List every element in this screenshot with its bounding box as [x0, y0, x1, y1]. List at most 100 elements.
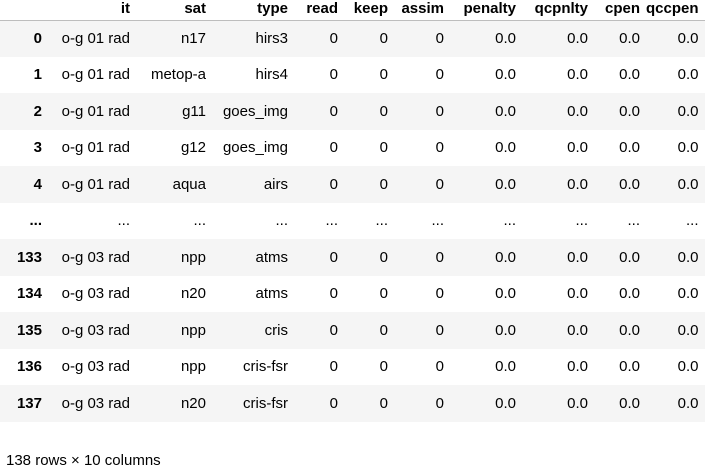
- table-cell: 0.0: [567, 358, 588, 376]
- table-cell: o-g 03 rad: [61, 394, 130, 412]
- table-cell: n20: [180, 394, 206, 412]
- column-header: type: [212, 0, 294, 21]
- table-cell: o-g 01 rad: [61, 175, 130, 193]
- table-cell: o-g 01 rad: [61, 30, 130, 47]
- table-row: 0 o-g 01 rad n17 hirs3 0 0 0 0.0 0.0 0.0 0.0: [0, 20, 705, 57]
- table-cell: 0: [329, 394, 338, 412]
- table-row: 3 o-g 01 rad g12 goes_img 0 0 0 0.0 0.0 0.0 0.0: [0, 130, 705, 167]
- table-cell: 0.0: [567, 102, 588, 120]
- table-row: 134 o-g 03 rad n20 atms 0 0 0 0.0 0.0 0.0 0.0: [0, 276, 705, 313]
- table-cell: 0.0: [677, 30, 699, 47]
- table-row: 4 o-g 01 rad aqua airs 0 0 0 0.0 0.0 0.0 0.0: [0, 166, 705, 203]
- table-cell: 0.0: [619, 394, 640, 412]
- table-cell: 0.0: [619, 175, 640, 193]
- dataframe-table: it sat type read keep assim penalty qcpn…: [0, 0, 705, 422]
- table-cell: 0: [379, 139, 388, 157]
- table-row: 133 o-g 03 rad npp atms 0 0 0 0.0 0.0 0.0 0.0: [0, 239, 705, 276]
- table-cell: 0.0: [567, 30, 588, 47]
- table-cell: 0.0: [567, 66, 588, 84]
- table-cell: 0.0: [567, 248, 588, 266]
- table-cell: o-g 01 rad: [61, 102, 130, 120]
- row-index: 134: [16, 285, 42, 303]
- table-cell: 0.0: [619, 139, 640, 157]
- table-cell: ...: [503, 212, 516, 230]
- table-cell: cris-fsr: [243, 394, 288, 412]
- table-row: 2 o-g 01 rad g11 goes_img 0 0 0 0.0 0.0 0.0 0.0: [0, 93, 705, 130]
- table-cell: ...: [375, 212, 388, 230]
- table-cell: 0: [329, 248, 338, 266]
- table-cell: 0: [329, 30, 338, 47]
- table-cell: 0.0: [619, 248, 640, 266]
- column-header: sat: [136, 0, 212, 21]
- row-index: 2: [33, 102, 42, 120]
- column-header: cpen: [594, 0, 646, 21]
- table-cell: 0.0: [619, 102, 640, 120]
- table-cell: 0.0: [619, 321, 640, 339]
- index-header: [0, 0, 48, 21]
- table-cell: 0: [435, 358, 444, 376]
- table-cell: ...: [627, 212, 640, 230]
- table-cell: 0: [435, 394, 444, 412]
- table-cell: 0.0: [495, 321, 516, 339]
- table-cell: 0.0: [677, 321, 699, 339]
- table-cell: 0: [329, 321, 338, 339]
- table-cell: 0: [379, 394, 388, 412]
- table-cell: goes_img: [222, 139, 288, 157]
- table-shape-summary: 138 rows × 10 columns: [6, 452, 161, 469]
- table-cell: airs: [263, 175, 288, 193]
- table-cell: 0.0: [677, 139, 699, 157]
- table-row: 135 o-g 03 rad npp cris 0 0 0 0.0 0.0 0.0 0.0: [0, 312, 705, 349]
- table-cell: 0: [329, 358, 338, 376]
- table-cell: g12: [180, 139, 206, 157]
- table-cell: 0: [379, 175, 388, 193]
- row-index: ...: [29, 212, 42, 230]
- table-cell: 0: [435, 285, 444, 303]
- table-cell: 0.0: [567, 285, 588, 303]
- row-index: 133: [16, 248, 42, 266]
- table-cell: 0: [329, 285, 338, 303]
- row-index: 0: [33, 30, 42, 47]
- table-cell: ...: [575, 212, 588, 230]
- table-cell: 0: [379, 248, 388, 266]
- table-cell: 0.0: [619, 66, 640, 84]
- table-cell: 0.0: [495, 358, 516, 376]
- column-header: read: [294, 0, 344, 21]
- row-index: 137: [16, 394, 42, 412]
- table-cell: 0: [329, 102, 338, 120]
- table-cell: 0.0: [567, 394, 588, 412]
- table-cell: ...: [193, 212, 206, 230]
- table-cell: 0.0: [495, 102, 516, 120]
- row-index: 136: [16, 358, 42, 376]
- table-row: 136 o-g 03 rad npp cris-fsr 0 0 0 0.0 0.0 0.0 0.0: [0, 349, 705, 386]
- table-cell: 0: [329, 175, 338, 193]
- table-cell: cris-fsr: [243, 358, 288, 376]
- table-cell: ...: [117, 212, 130, 230]
- table-row: .................................: [0, 203, 705, 240]
- table-cell: 0: [379, 66, 388, 84]
- row-index: 135: [16, 321, 42, 339]
- table-cell: 0.0: [677, 394, 699, 412]
- table-row: 137 o-g 03 rad n20 cris-fsr 0 0 0 0.0 0.0 0.0 0.0: [0, 385, 705, 422]
- table-cell: o-g 03 rad: [61, 285, 130, 303]
- table-cell: cris: [264, 321, 288, 339]
- table-cell: 0.0: [677, 175, 699, 193]
- table-cell: ...: [431, 212, 444, 230]
- table-cell: npp: [180, 358, 206, 376]
- table-cell: npp: [180, 321, 206, 339]
- table-cell: o-g 03 rad: [61, 248, 130, 266]
- table-cell: 0.0: [495, 139, 516, 157]
- table-cell: 0: [435, 321, 444, 339]
- table-cell: 0: [379, 285, 388, 303]
- table-cell: 0: [379, 102, 388, 120]
- table-cell: 0: [379, 321, 388, 339]
- table-cell: 0.0: [677, 248, 699, 266]
- table-cell: 0: [329, 66, 338, 84]
- table-cell: 0: [329, 139, 338, 157]
- table-cell: 0.0: [677, 358, 699, 376]
- table-cell: 0: [379, 30, 388, 47]
- column-header: keep: [344, 0, 394, 21]
- table-row: 1 o-g 01 rad metop-a hirs4 0 0 0 0.0 0.0 0.0 0.0: [0, 57, 705, 94]
- table-cell: atms: [255, 285, 288, 303]
- table-cell: 0.0: [619, 30, 640, 47]
